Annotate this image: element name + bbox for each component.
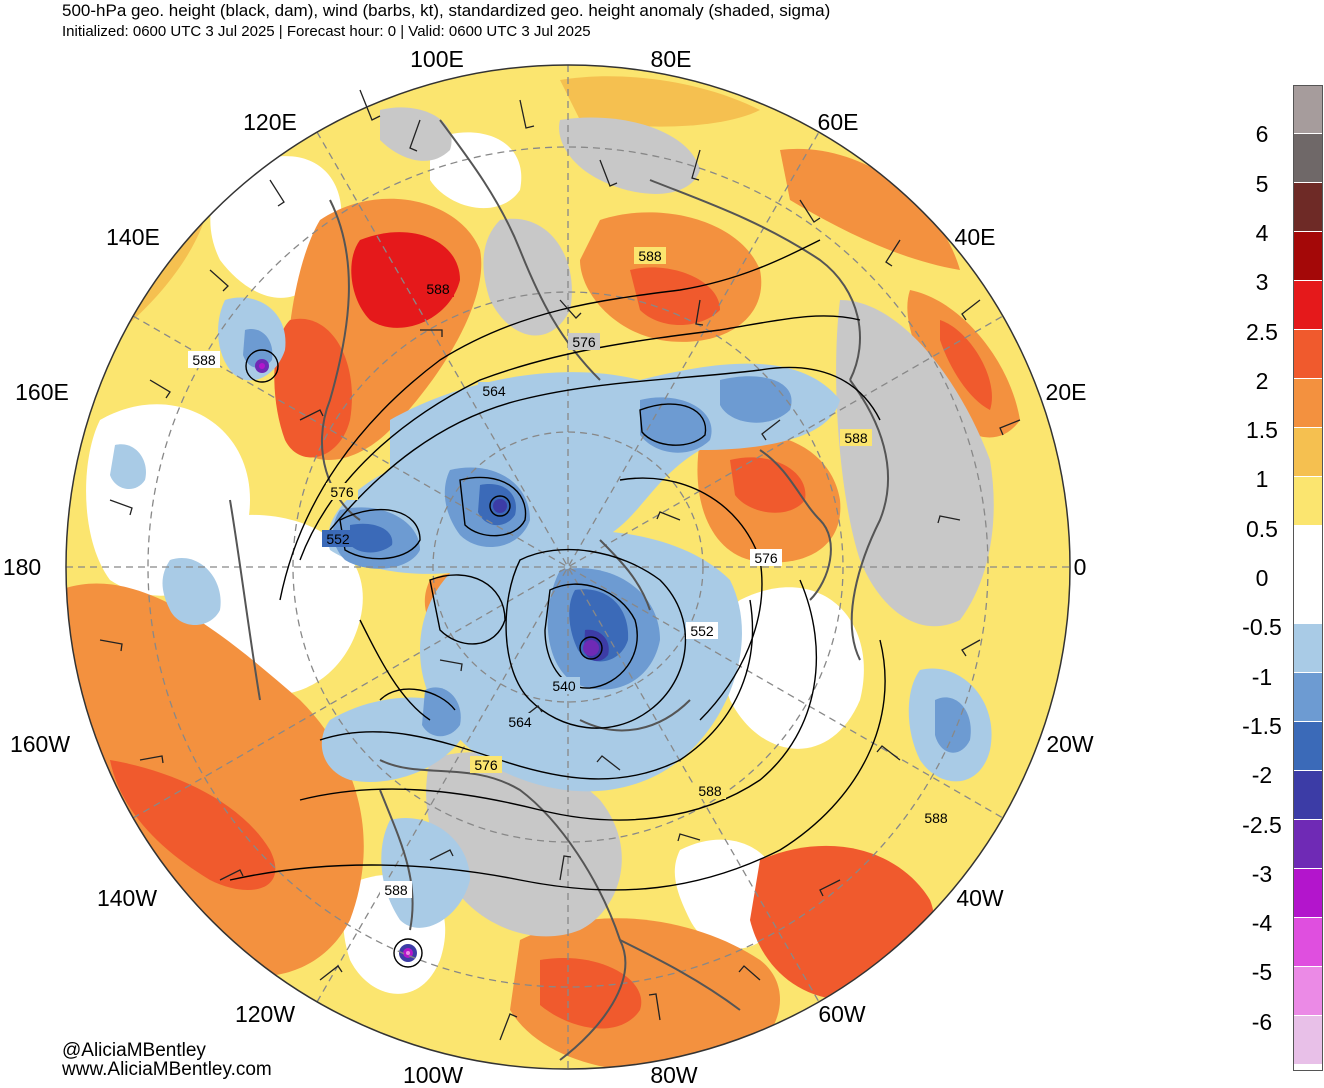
colorbar-swatch	[1293, 330, 1323, 379]
lon-label-40w: 40W	[956, 885, 1004, 911]
colorbar-swatch	[1293, 771, 1323, 820]
lon-label-120w: 120W	[234, 1001, 296, 1027]
colorbar-swatch	[1293, 379, 1323, 428]
contour-label: 588	[192, 352, 216, 368]
lon-label-20e: 20E	[1045, 379, 1087, 405]
colorbar-swatch	[1293, 918, 1323, 967]
contour-label: 588	[844, 430, 868, 446]
contour-labels: 588 588 588 576 564 576 552 588 576 552 …	[188, 247, 952, 898]
map-title: 500-hPa geo. height (black, dam), wind (…	[62, 1, 831, 20]
colorbar-tick-label: 4	[1255, 219, 1269, 246]
lon-label-60w: 60W	[818, 1001, 866, 1027]
colorbar-swatch	[1293, 722, 1323, 771]
colorbar-tick-label: 1	[1255, 466, 1269, 493]
lon-label-160e: 160E	[15, 379, 69, 405]
contour-label: 576	[572, 334, 596, 350]
colorbar	[1293, 85, 1323, 1065]
colorbar-swatch	[1293, 869, 1323, 918]
colorbar-tick-label: 0	[1255, 565, 1269, 591]
contour-label: 552	[690, 623, 714, 639]
colorbar-tick-label: -5	[1251, 959, 1273, 986]
colorbar-swatch	[1293, 232, 1323, 281]
lon-label-80w: 80W	[650, 1062, 698, 1088]
colorbar-swatch	[1293, 477, 1323, 526]
contour-label: 576	[754, 550, 778, 566]
colorbar-tick-label: 3	[1255, 269, 1269, 296]
wind-barbs	[99, 89, 1021, 1041]
colorbar-swatch	[1293, 1016, 1323, 1065]
anomaly-shading	[66, 65, 1070, 1069]
colorbar-swatch	[1293, 183, 1323, 232]
colorbar-swatch	[1293, 526, 1323, 575]
height-contours	[229, 239, 886, 891]
colorbar-tick-label: 2.5	[1246, 318, 1278, 345]
colorbar-swatch	[1293, 673, 1323, 722]
polar-map: 588 588 588 576 564 576 552 588 576 552 …	[65, 64, 1071, 1070]
colorbar-tick-label: -2.5	[1242, 811, 1282, 838]
lon-label-120e: 120E	[243, 109, 297, 135]
contour-label: 588	[924, 810, 948, 826]
colorbar-tick-label: -6	[1251, 1008, 1273, 1035]
credit-handle: @AliciaMBentley	[62, 1040, 206, 1061]
credit-site: www.AliciaMBentley.com	[62, 1059, 272, 1080]
contour-label: 588	[426, 281, 450, 297]
colorbar-tick-label: 5	[1255, 170, 1269, 197]
colorbar-swatch	[1293, 281, 1323, 330]
graticule	[66, 65, 1070, 1069]
colorbar-tick-label: -4	[1251, 910, 1273, 937]
lon-label-140w: 140W	[96, 885, 158, 911]
lon-label-40e: 40E	[954, 224, 996, 250]
colorbar-tick-label: -3	[1251, 860, 1273, 887]
colorbar-tick-label: -1	[1251, 663, 1273, 690]
contour-label: 576	[330, 484, 354, 500]
colorbar-tick-label: 6	[1255, 121, 1269, 148]
lon-label-160w: 160W	[9, 731, 71, 757]
lon-label-60e: 60E	[817, 109, 859, 135]
colorbar-tick-label: 1.5	[1246, 417, 1278, 444]
colorbar-tick-label: -2	[1251, 762, 1273, 789]
colorbar-swatch	[1293, 85, 1323, 134]
contour-label: 564	[482, 383, 506, 399]
lon-label-80e: 80E	[650, 46, 692, 72]
lon-label-20w: 20W	[1046, 731, 1094, 757]
contour-label: 564	[508, 714, 532, 730]
contour-label: 588	[698, 783, 722, 799]
colorbar-tick-label: 0.5	[1246, 515, 1278, 542]
contour-label: 588	[384, 882, 408, 898]
colorbar-swatch	[1293, 820, 1323, 869]
colorbar-swatch	[1293, 624, 1323, 673]
contour-label: 588	[638, 248, 662, 264]
colorbar-swatch	[1293, 428, 1323, 477]
contour-label: 576	[474, 757, 498, 773]
lon-label-180: 180	[2, 554, 42, 580]
colorbar-swatch	[1293, 967, 1323, 1016]
colorbar-tick-label: -1.5	[1242, 712, 1282, 739]
contour-label: 552	[326, 531, 350, 547]
colorbar-swatch	[1293, 575, 1323, 624]
contour-label: 540	[552, 678, 576, 694]
lon-label-140e: 140E	[106, 224, 160, 250]
lon-label-100w: 100W	[402, 1062, 464, 1088]
colorbar-swatch	[1293, 134, 1323, 183]
colorbar-tick-label: 2	[1255, 367, 1269, 394]
lon-label-100e: 100E	[410, 46, 464, 72]
lon-label-0: 0	[1073, 554, 1087, 580]
map-subtitle: Initialized: 0600 UTC 3 Jul 2025 | Forec…	[62, 23, 591, 40]
map-boundary	[65, 64, 1071, 1070]
small-contours	[245, 349, 603, 968]
colorbar-tick-label: -0.5	[1242, 614, 1282, 641]
